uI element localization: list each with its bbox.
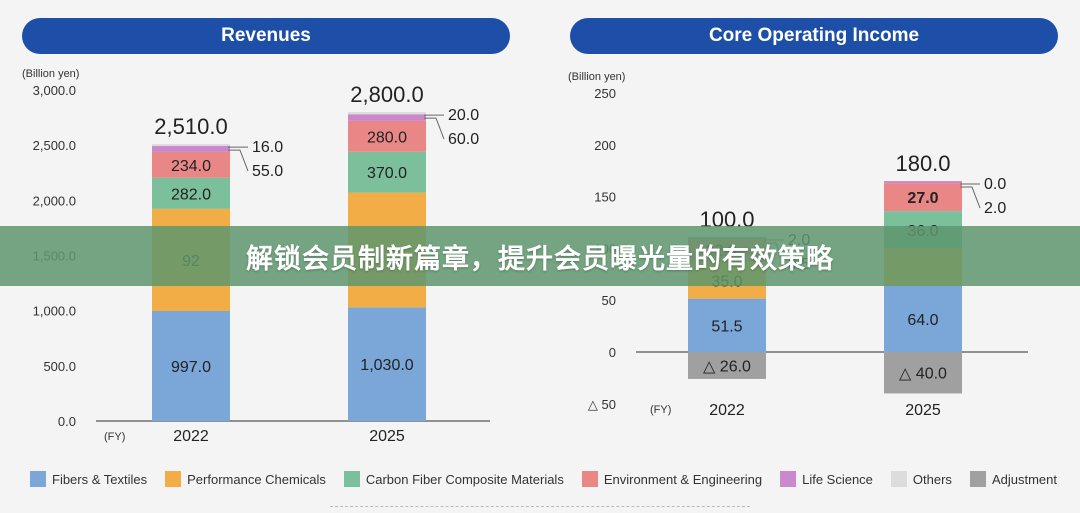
segment-value-label: 64.0 [907, 312, 938, 329]
side-callout-label: 20.0 [448, 107, 479, 124]
y-tick-label: 3,000.0 [33, 83, 76, 98]
y-tick-label: 200 [594, 138, 616, 153]
bar-total-label: 2,510.0 [154, 114, 227, 139]
segment-value-label: 27.0 [907, 190, 938, 207]
callout-leader-line [424, 117, 445, 140]
bar-segment-life-science [884, 181, 962, 184]
y-tick-label: 2,500.0 [33, 138, 76, 153]
banner-text: 解锁会员制新篇章，提升会员曝光量的有效策略 [246, 243, 834, 275]
legend-item: Environment & Engineering [581, 471, 763, 487]
y-tick-label: 150 [594, 190, 616, 205]
bar-segment-fibers-textiles [348, 307, 426, 421]
legend-label: Performance Chemicals [187, 471, 326, 487]
segment-value-label: 282.0 [171, 186, 211, 203]
bar-segment-fibers-textiles [688, 298, 766, 352]
legend-item: Others [890, 471, 952, 487]
legend-swatch [165, 471, 182, 487]
income-header: Core Operating Income [570, 18, 1058, 54]
legend-label: Environment & Engineering [603, 471, 763, 487]
y-tick-label: △ 50 [588, 397, 616, 412]
bar-segment-fibers-textiles [152, 310, 230, 421]
bar-segment-adjustment [884, 352, 962, 394]
bar-segment-others [348, 112, 426, 115]
legend-swatch [890, 471, 907, 487]
legend-label: Fibers & Textiles [52, 471, 148, 487]
bar-segment-life-science [152, 145, 230, 152]
y-tick-label: 0.0 [58, 414, 76, 429]
segment-value-label: 370.0 [367, 165, 407, 182]
revenues-header: Revenues [22, 18, 510, 54]
bar-segment-environment-engineering [348, 120, 426, 152]
y-tick-label: 50 [602, 293, 616, 308]
legend-item: Carbon Fiber Composite Materials [343, 471, 564, 487]
legend-swatch [969, 471, 986, 487]
legend-swatch [581, 471, 598, 487]
segment-value-label: 997.0 [171, 359, 211, 376]
legend-swatch [30, 471, 46, 487]
y-tick-label: 0 [609, 345, 616, 360]
side-callout-label: 55.0 [252, 163, 283, 180]
legend-item: Life Science [780, 471, 873, 487]
side-callout-label: 0.0 [984, 176, 1006, 193]
callout-leader-line [960, 186, 981, 209]
bar-segment-fibers-textiles [884, 285, 962, 352]
legend: Fibers & Textiles Performance Chemicals Ca… [30, 466, 1060, 492]
segment-value-label: 280.0 [367, 129, 407, 146]
bar-segment-carbon-fiber-composite-materials [348, 151, 426, 193]
y-tick-label: 500.0 [43, 359, 76, 374]
legend-label: Others [912, 471, 952, 487]
bar-total-label: 2,800.0 [350, 82, 423, 107]
x-category-label: 2025 [905, 402, 941, 419]
bar-segment-adjustment [688, 352, 766, 379]
legend-item: Fibers & Textiles [30, 471, 147, 487]
side-callout-label: 60.0 [448, 131, 479, 148]
fy-label: (FY) [104, 431, 125, 443]
promo-banner: 解锁会员制新篇章，提升会员曝光量的有效策略 [0, 226, 1080, 286]
legend-swatch [780, 471, 797, 487]
legend-label: Carbon Fiber Composite Materials [365, 471, 564, 487]
legend-swatch [343, 471, 360, 487]
bar-total-label: 180.0 [895, 151, 950, 176]
segment-value-label: △ 40.0 [899, 366, 947, 383]
bar-segment-carbon-fiber-composite-materials [152, 177, 230, 209]
segment-value-label: 51.5 [711, 318, 742, 335]
y-tick-label: 1,000.0 [33, 304, 76, 319]
fy-label: (FY) [650, 404, 671, 416]
segment-value-label: 1,030.0 [360, 357, 413, 374]
bar-segment-others [152, 144, 230, 146]
y-axis-unit-label: (Billion yen) [568, 71, 625, 83]
x-category-label: 2022 [173, 428, 209, 445]
y-tick-label: 250 [594, 86, 616, 101]
legend-item: Adjustment [969, 471, 1057, 487]
x-category-label: 2025 [369, 428, 405, 445]
legend-label: Adjustment [991, 471, 1057, 487]
legend-item: Performance Chemicals [165, 471, 326, 487]
y-tick-label: 2,000.0 [33, 193, 76, 208]
y-axis-unit-label: (Billion yen) [22, 68, 79, 80]
segment-value-label: 234.0 [171, 158, 211, 175]
bar-segment-environment-engineering [152, 151, 230, 178]
segment-value-label: △ 26.0 [703, 358, 751, 375]
bar-segment-life-science [348, 114, 426, 121]
callout-leader-line [228, 149, 249, 172]
legend-label: Life Science [802, 471, 873, 487]
side-callout-label: 16.0 [252, 139, 283, 156]
x-category-label: 2022 [709, 402, 745, 419]
bottom-divider [330, 506, 750, 507]
bar-segment-environment-engineering [884, 183, 962, 212]
side-callout-label: 2.0 [984, 200, 1006, 217]
